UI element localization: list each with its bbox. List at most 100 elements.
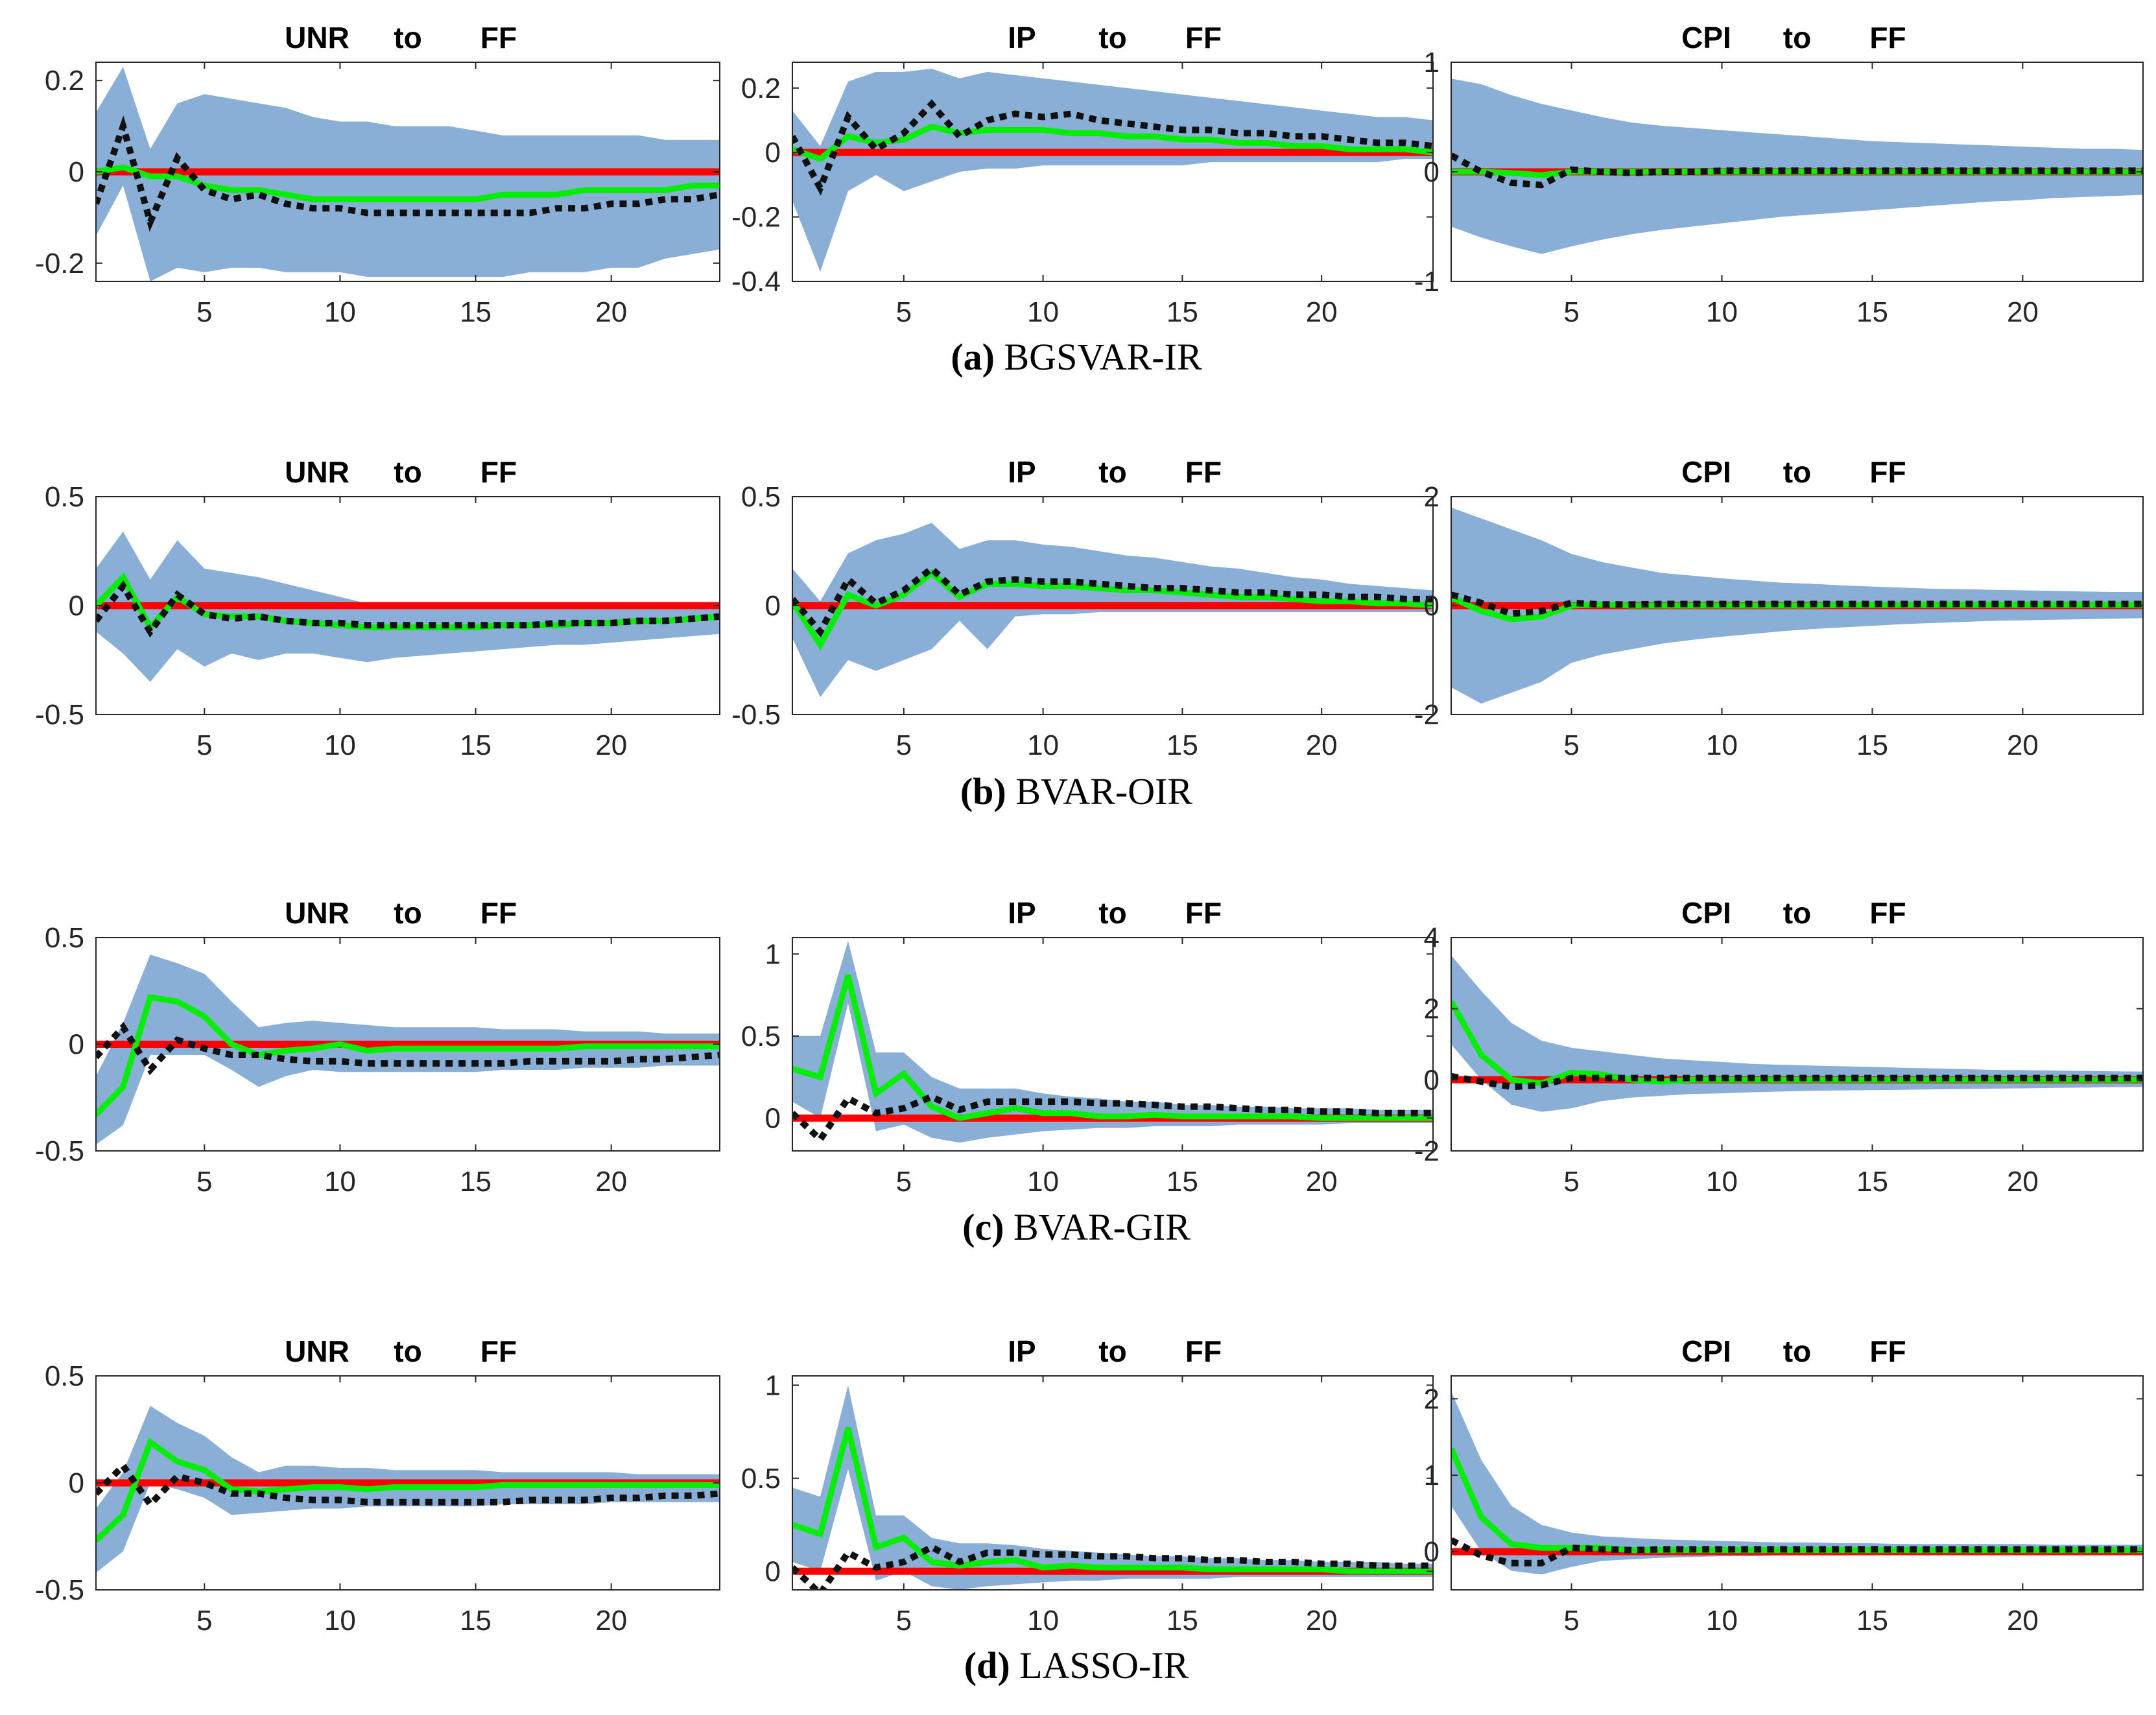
- r2c2-x-tick-label: 15: [1856, 1166, 1888, 1198]
- r3c0-median-line: [96, 1437, 720, 1543]
- r0c1-x-tick-label: 5: [896, 296, 912, 328]
- r2c1-x-tick-label: 20: [1306, 1166, 1338, 1198]
- r1c1-confidence-band: [792, 523, 1433, 698]
- r1c2-y-tick-label: -2: [1414, 699, 1439, 731]
- r0c1-x-tick-label: 15: [1167, 296, 1198, 328]
- r2c2-y-tick-label: -2: [1414, 1135, 1439, 1167]
- r0c1-plot-area: [792, 68, 1433, 272]
- r0c2-plot-area: [1451, 78, 2143, 254]
- r2c0-x-tick-label: 15: [460, 1166, 492, 1198]
- r1c2-x-tick-label: 10: [1706, 729, 1738, 761]
- r3c1-x-tick-label: 15: [1167, 1605, 1198, 1637]
- caption-label: (d): [964, 1644, 1010, 1686]
- r3c0-plot-area: [96, 1406, 720, 1573]
- r1c1-x-tick-label: 5: [896, 729, 912, 761]
- r3c2-axes-box: [1451, 1375, 2144, 1591]
- r0c0-x-tick-label: 10: [324, 296, 356, 328]
- r1c0-title-part: to: [394, 455, 421, 489]
- r1c1-title-part: to: [1098, 455, 1126, 489]
- r2c1-y-tick-label: 0.5: [741, 1021, 781, 1052]
- r3c2-confidence-band: [1451, 1391, 2143, 1575]
- r1c0-y-tick-label: 0.5: [45, 481, 84, 513]
- r1c0-title-part: FF: [480, 455, 517, 489]
- r0c2-x-tick-label: 10: [1706, 296, 1738, 328]
- caption-label: (b): [960, 770, 1006, 812]
- r2c0-y-tick-label: 0.5: [45, 922, 84, 954]
- r0c1-x-tick-label: 10: [1027, 296, 1059, 328]
- r2c1-x-tick-label: 5: [896, 1166, 912, 1198]
- r3c0-x-tick-label: 20: [595, 1605, 627, 1637]
- r0c0-x-tick-label: 20: [595, 296, 627, 328]
- r2c0-dotted-line: [96, 1021, 720, 1076]
- r1c2-y-tick-label: 2: [1424, 481, 1439, 513]
- r2c0-median-line: [96, 994, 720, 1117]
- r2c2-title-part: CPI: [1681, 896, 1731, 930]
- r2c1-title-part: IP: [1008, 896, 1036, 930]
- r1c1-y-tick-label: 0.5: [741, 481, 781, 513]
- r3c1-title-part: IP: [1008, 1334, 1036, 1368]
- r3c2-dotted-line: [1451, 1537, 2143, 1567]
- r1c0-x-tick-label: 20: [595, 729, 627, 761]
- r1c1-median-line: [792, 569, 1433, 651]
- r1c0-y-tick-label: -0.5: [35, 699, 84, 731]
- r2c0-x-tick-label: 5: [196, 1166, 212, 1198]
- r3c0-dotted-line: [96, 1460, 720, 1509]
- r0c1-y-tick-label: 0: [765, 137, 781, 169]
- r2c2-title-part: FF: [1869, 896, 1906, 930]
- r3c1-axes-box: [792, 1375, 1434, 1591]
- r0c1-panel: 5 10 15 20 0.2 0 -0.2 -0.4 IP to FF: [731, 21, 1434, 328]
- r1c2-dotted-line: [1451, 591, 2143, 617]
- r3c0-y-tick-label: 0: [69, 1467, 84, 1499]
- caption-label: (a): [951, 336, 995, 378]
- r3c1-title-part: FF: [1185, 1334, 1222, 1368]
- r1c2-x-tick-label: 5: [1563, 729, 1579, 761]
- r2c2-title-part: to: [1783, 896, 1811, 930]
- r2c1-x-tick-label: 15: [1167, 1166, 1198, 1198]
- r2c2-x-tick-label: 20: [2007, 1166, 2039, 1198]
- caption-name: BGSVAR-IR: [1004, 336, 1202, 378]
- r1c2-plot-area: [1451, 507, 2143, 704]
- r0c0-x-tick-label: 5: [196, 296, 212, 328]
- r1c1-x-tick-label: 15: [1167, 729, 1198, 761]
- r3c2-plot-area: [1451, 1391, 2143, 1575]
- r2c2-plot-area: [1451, 955, 2143, 1112]
- caption-row-0: (a) BGSVAR-IR: [951, 336, 1202, 378]
- r3c1-x-tick-label: 20: [1306, 1605, 1338, 1637]
- r1c2-x-tick-label: 20: [2007, 729, 2039, 761]
- r2c1-x-tick-label: 10: [1027, 1166, 1059, 1198]
- r3c0-x-tick-label: 15: [460, 1605, 492, 1637]
- r3c2-y-tick-label: 0: [1424, 1536, 1439, 1568]
- r2c0-title-part: UNR: [285, 896, 349, 930]
- r0c1-title-part: FF: [1185, 21, 1222, 54]
- r3c1-title-part: to: [1098, 1334, 1126, 1368]
- r3c1-panel: 5 10 15 20 1 0.5 0 IP to FF: [741, 1334, 1434, 1637]
- r2c0-title-part: to: [394, 896, 421, 930]
- r3c2-title-part: FF: [1869, 1334, 1906, 1368]
- r1c1-title-part: FF: [1185, 455, 1222, 489]
- r1c0-x-tick-label: 15: [460, 729, 492, 761]
- r1c1-x-tick-label: 20: [1306, 729, 1338, 761]
- r2c1-plot-area: [792, 941, 1433, 1144]
- r2c1-panel: 5 10 15 20 1 0.5 0 IP to FF: [741, 896, 1434, 1198]
- r2c0-x-tick-label: 20: [595, 1166, 627, 1198]
- r3c2-x-tick-label: 20: [2007, 1605, 2039, 1637]
- r0c0-title-part: UNR: [285, 21, 349, 54]
- r0c1-axes-box: [792, 62, 1434, 282]
- r2c0-y-tick-label: -0.5: [35, 1135, 84, 1167]
- r0c2-x-tick-label: 5: [1563, 296, 1579, 328]
- r0c0-y-tick-label: 0.2: [45, 65, 84, 97]
- caption-row-2: (c) BVAR-GIR: [962, 1206, 1191, 1248]
- r3c1-plot-area: [792, 1385, 1433, 1590]
- r0c2-y-tick-label: 1: [1424, 47, 1439, 78]
- r2c1-confidence-band: [792, 941, 1433, 1143]
- r3c0-y-tick-label: -0.5: [35, 1574, 84, 1606]
- r0c0-title-part: to: [394, 21, 421, 54]
- r2c1-title-part: FF: [1185, 896, 1222, 930]
- r2c0-y-tick-label: 0: [69, 1029, 84, 1061]
- caption-name: LASSO-IR: [1019, 1644, 1189, 1686]
- r0c1-title-part: to: [1098, 21, 1126, 54]
- r0c0-plot-area: [96, 67, 720, 281]
